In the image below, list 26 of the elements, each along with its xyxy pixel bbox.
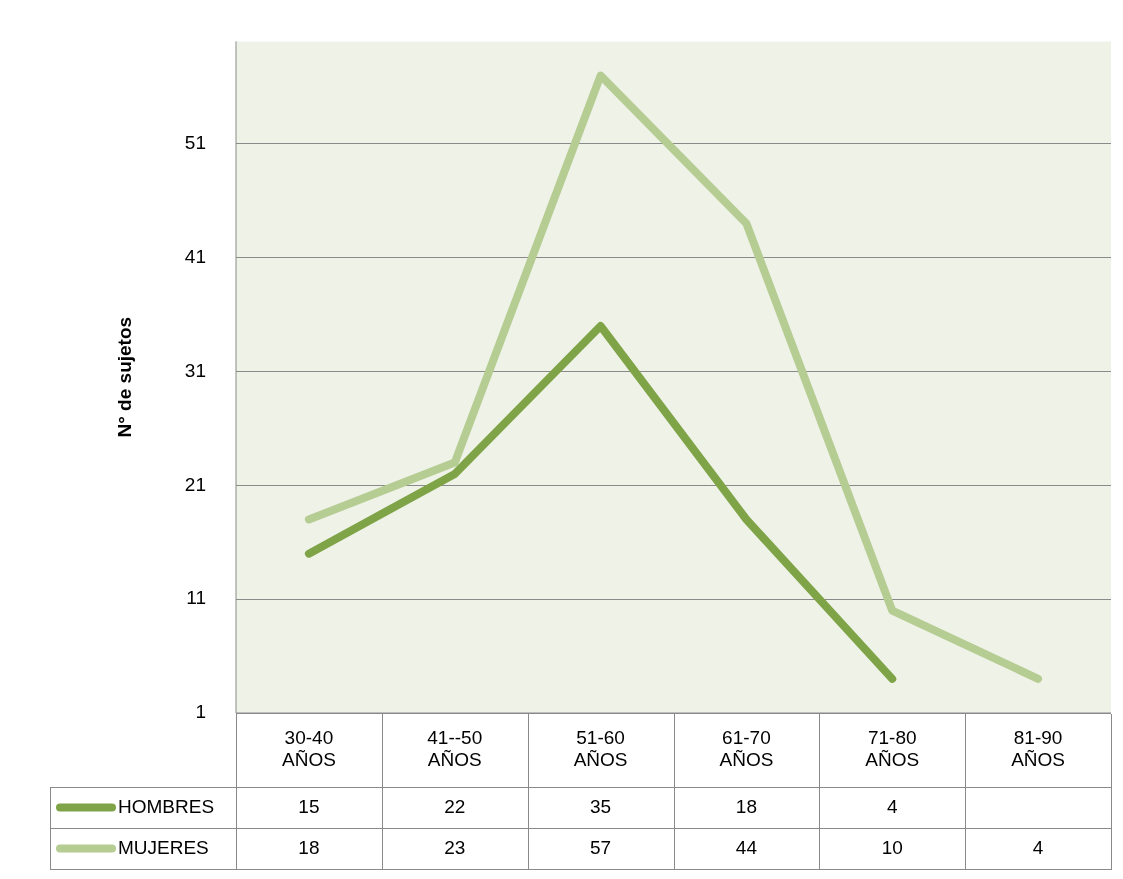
x-tick-label: 41--50 AÑOS [427,726,483,771]
data-label: 4 [886,795,898,817]
x-tick-label: 51-60 AÑOS [573,726,628,771]
y-axis-title: N° de sujetos [113,316,135,438]
y-tick-label: 51 [184,132,206,154]
legend-label: HOMBRES [118,795,215,817]
data-label: 18 [735,795,757,817]
data-label: 15 [298,795,320,817]
data-label: 44 [735,836,758,858]
y-tick-label: 41 [184,245,206,267]
legend-label: MUJERES [118,836,209,858]
y-tick-label: 1 [195,701,206,723]
data-label: 4 [1032,836,1044,858]
data-label: 23 [444,836,466,858]
y-tick-label: 21 [184,473,206,495]
data-label: 35 [590,795,612,817]
data-label: 57 [590,836,612,858]
y-tick-label: 31 [184,359,206,381]
data-label: 18 [298,836,320,858]
x-tick-label: 61-70 AÑOS [719,726,774,771]
x-tick-label: 81-90 AÑOS [1011,726,1066,771]
x-tick-label: 71-80 AÑOS [865,726,920,771]
data-label: 10 [881,836,903,858]
y-tick-label: 11 [186,587,206,609]
x-tick-label: 30-40 AÑOS [281,726,336,771]
data-label: 22 [444,795,466,817]
